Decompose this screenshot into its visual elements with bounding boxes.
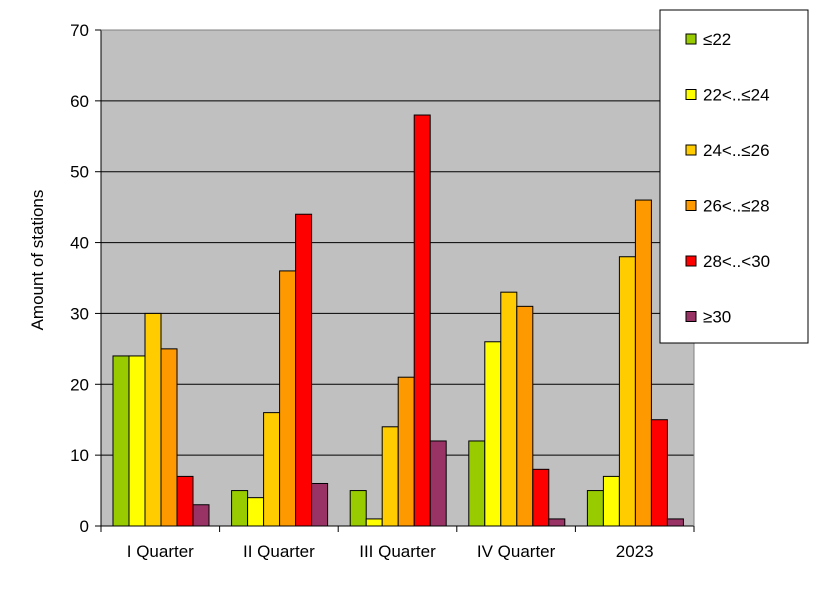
y-tick-label: 0 <box>80 517 89 536</box>
bar[interactable] <box>144 312 162 527</box>
bar[interactable] <box>484 341 502 527</box>
bar[interactable] <box>247 497 265 527</box>
bar[interactable] <box>618 256 636 527</box>
bar[interactable] <box>548 518 566 527</box>
y-tick-label: 50 <box>70 163 89 182</box>
bar[interactable] <box>263 412 281 527</box>
y-tick-label: 20 <box>70 375 89 394</box>
bar[interactable] <box>349 490 367 527</box>
legend-entry-label: ≥30 <box>703 308 731 327</box>
y-tick-label: 60 <box>70 92 89 111</box>
y-tick-label: 40 <box>70 234 89 253</box>
bar[interactable] <box>128 355 146 527</box>
bar[interactable] <box>413 114 431 527</box>
bar[interactable] <box>397 376 415 527</box>
y-tick-label: 30 <box>70 304 89 323</box>
bar[interactable] <box>311 482 329 527</box>
legend-box <box>659 9 809 344</box>
bar[interactable] <box>500 291 518 527</box>
bar[interactable] <box>650 419 668 527</box>
legend-swatch <box>685 255 697 267</box>
bar[interactable] <box>231 490 249 527</box>
bar[interactable] <box>192 504 210 527</box>
bar[interactable] <box>634 199 652 527</box>
legend-entry-label: ≤22 <box>703 30 731 49</box>
legend: ≤22 22<..≤24 24<..≤26 26<..≤28 28<..<30 ≥30 <box>659 9 809 344</box>
legend-swatch <box>685 144 697 156</box>
y-axis-title: Amount of stations <box>28 190 47 331</box>
bar[interactable] <box>586 490 604 527</box>
bar[interactable] <box>532 468 550 527</box>
bar[interactable] <box>365 518 383 527</box>
x-category-label: IV Quarter <box>477 542 556 561</box>
legend-entry-label: 24<..≤26 <box>703 141 770 160</box>
x-category-label: II Quarter <box>243 542 315 561</box>
y-tick-label: 10 <box>70 446 89 465</box>
x-category-label: I Quarter <box>127 542 194 561</box>
legend-swatch <box>685 33 697 45</box>
legend-entry-label: 28<..<30 <box>703 252 770 271</box>
x-category-label: III Quarter <box>359 542 436 561</box>
bar[interactable] <box>602 475 620 527</box>
bar[interactable] <box>381 426 399 527</box>
legend-entry-label: 22<..≤24 <box>703 86 770 105</box>
bar[interactable] <box>176 475 194 527</box>
y-tick-label: 70 <box>70 21 89 40</box>
bar[interactable] <box>468 440 486 527</box>
bar[interactable] <box>160 348 178 527</box>
legend-entry-label: 26<..≤28 <box>703 197 770 216</box>
legend-swatch <box>685 200 697 211</box>
bars <box>112 114 684 527</box>
bar[interactable] <box>279 270 297 527</box>
bar[interactable] <box>516 305 534 527</box>
bar[interactable] <box>112 355 130 527</box>
bar[interactable] <box>429 440 447 527</box>
legend-swatch <box>685 89 697 100</box>
tick-labels: 0 10 20 30 40 50 60 70 I Quarter II Quarter III Qu… <box>70 21 654 561</box>
legend-swatch <box>685 311 697 322</box>
bar[interactable] <box>295 213 313 527</box>
bar[interactable] <box>666 518 684 527</box>
x-category-label: 2023 <box>616 542 654 561</box>
